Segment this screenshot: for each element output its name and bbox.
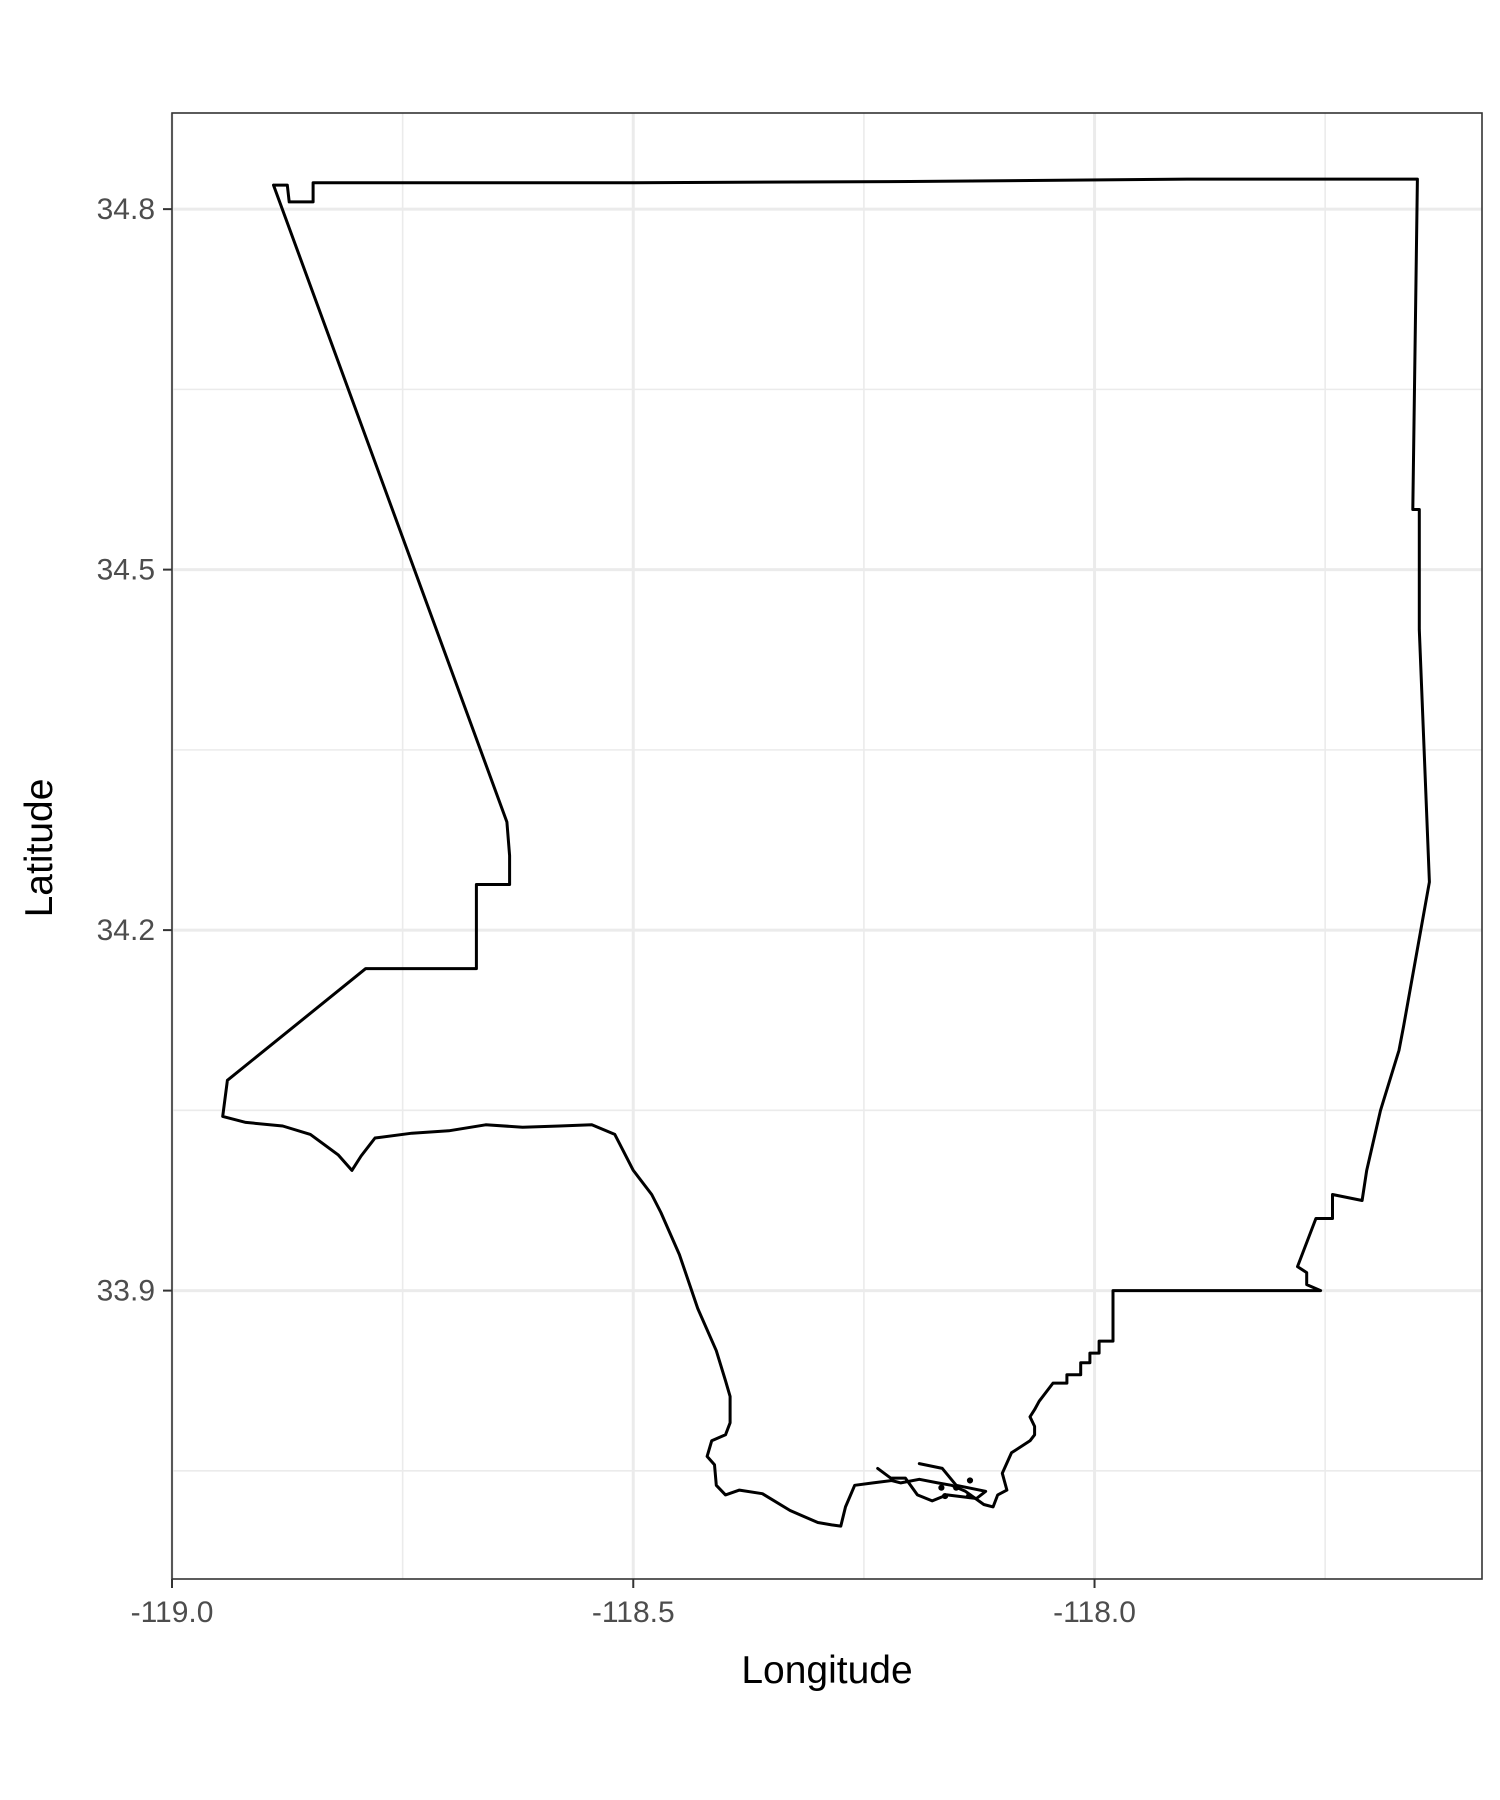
harbor-dots-2 (966, 1477, 974, 1484)
map-layer (221, 177, 1431, 1528)
harbor-dots-4 (965, 1492, 973, 1500)
plot-panel (172, 113, 1482, 1579)
x-tick-label-1: -118.5 (592, 1596, 675, 1629)
panel-border (171, 112, 1483, 1580)
harbor-dots-1 (953, 1484, 960, 1491)
harbor-dots-0 (938, 1484, 945, 1491)
y-tick-label-0: 33.9 (97, 1275, 155, 1308)
harbor-dots-3 (941, 1492, 949, 1500)
x-tick-label-0: -119.0 (131, 1596, 214, 1629)
panel-background (172, 113, 1482, 1579)
x-axis: -119.0 -118.5 -118.0 (131, 1579, 1136, 1629)
y-axis: 33.9 34.2 34.5 34.8 (97, 193, 172, 1308)
major-gridlines (170, 113, 1482, 1579)
y-tick-label-3: 34.8 (97, 193, 155, 226)
y-axis-title: Latitude (18, 779, 61, 918)
y-tick-label-1: 34.2 (97, 914, 155, 947)
minor-gridlines (172, 113, 1482, 1579)
x-tick-label-2: -118.0 (1053, 1596, 1136, 1629)
x-axis-title: Longitude (741, 1649, 912, 1692)
y-tick-label-2: 34.5 (97, 554, 155, 587)
county-outline (221, 177, 1431, 1528)
